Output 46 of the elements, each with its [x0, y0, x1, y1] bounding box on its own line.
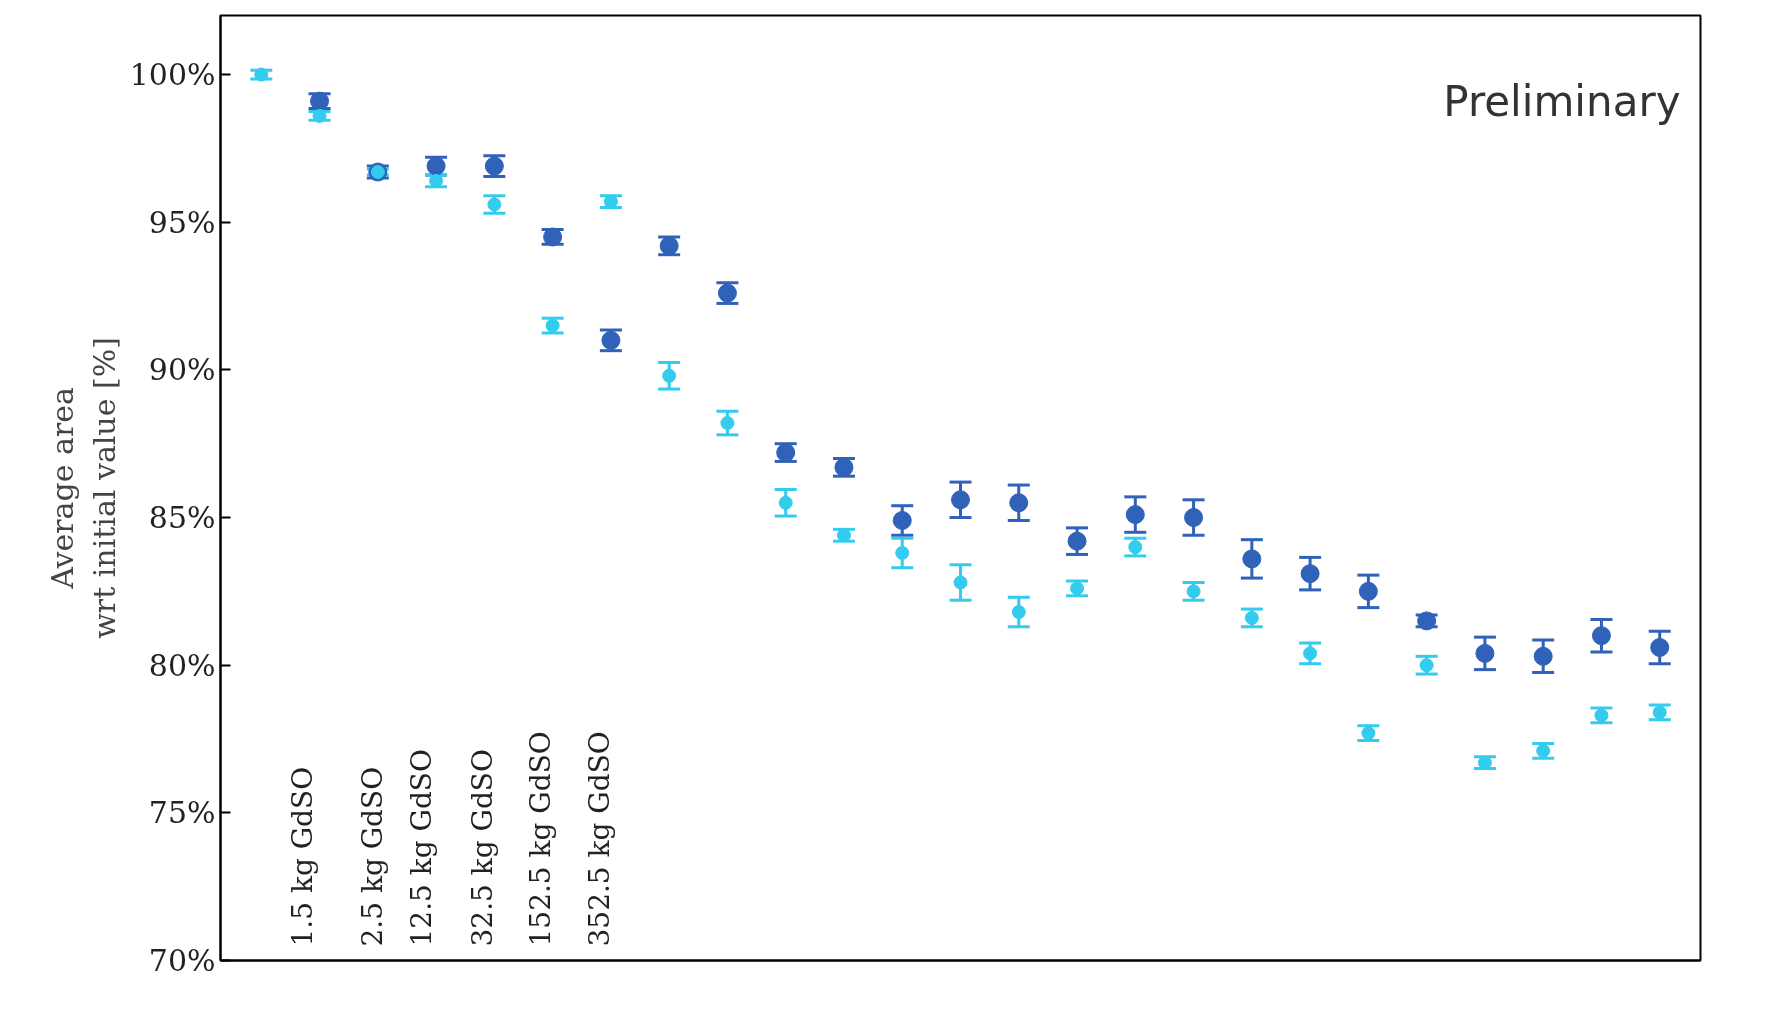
annotation: 12.5 kg GdSO — [405, 749, 439, 947]
point — [429, 173, 444, 188]
point — [1244, 610, 1259, 625]
y-tick-label: 90% — [148, 352, 216, 388]
point — [951, 490, 970, 510]
point — [1070, 581, 1085, 596]
y-tick-label: 70% — [148, 943, 216, 978]
annotation: 1.5 kg GdSO — [285, 766, 319, 947]
point — [778, 495, 793, 510]
annotation: 352.5 kg GdSO — [582, 731, 616, 947]
point — [953, 575, 968, 590]
point — [1536, 743, 1551, 758]
point — [1242, 549, 1262, 569]
y-tick-label: 75% — [148, 795, 216, 831]
annotation: 32.5 kg GdSO — [466, 749, 500, 947]
point — [1591, 626, 1611, 646]
point — [895, 545, 910, 560]
annotation: Preliminary — [1443, 76, 1681, 126]
point — [1358, 581, 1378, 601]
point — [254, 67, 269, 82]
point — [662, 368, 677, 383]
annotation: 152.5 kg GdSO — [524, 731, 558, 947]
y-tick-label: 80% — [148, 647, 216, 683]
point — [1650, 637, 1670, 657]
point — [720, 416, 735, 431]
point — [1475, 643, 1495, 663]
point — [1652, 705, 1667, 720]
point — [1303, 646, 1318, 661]
point — [1184, 508, 1204, 528]
point — [836, 528, 851, 543]
y-tick-label: 95% — [148, 204, 216, 240]
point — [1361, 726, 1376, 741]
point — [312, 108, 327, 123]
point — [1011, 605, 1026, 620]
point — [1533, 646, 1553, 666]
y-axis-title: Average area wrt initial value [%] — [44, 337, 122, 639]
point — [1125, 505, 1145, 525]
point — [1594, 708, 1609, 723]
annotation: 2.5 kg GdSO — [355, 766, 389, 947]
y-tick-label: 100% — [129, 57, 216, 93]
point — [1067, 531, 1087, 551]
point — [545, 318, 560, 333]
point — [1009, 493, 1029, 513]
point — [1300, 564, 1320, 584]
y-tick-label: 85% — [148, 500, 216, 536]
point — [892, 511, 912, 530]
